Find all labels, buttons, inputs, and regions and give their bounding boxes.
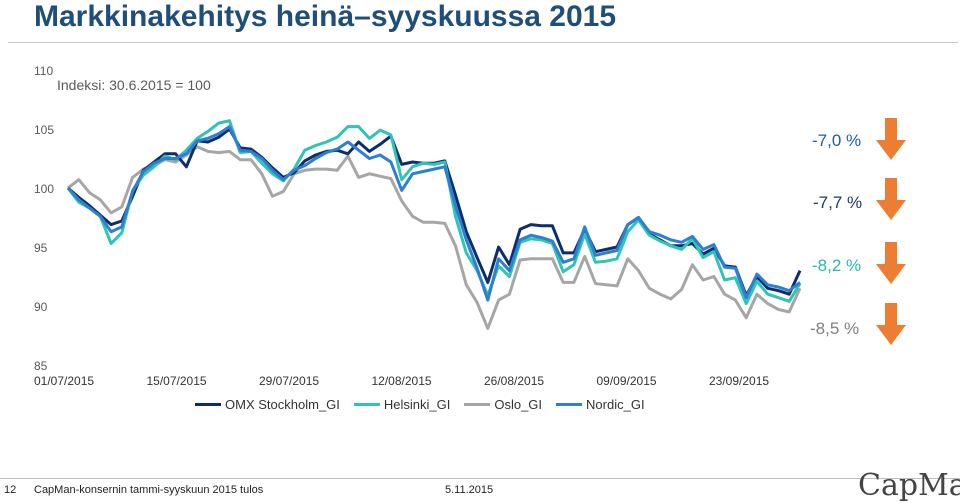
legend-item: Nordic_GI bbox=[556, 397, 645, 412]
legend-item: OMX Stockholm_GI bbox=[195, 397, 340, 412]
x-tick-label: 26/08/2015 bbox=[484, 374, 544, 388]
delta-nordic: -8,2 % bbox=[812, 256, 862, 275]
down-arrow-icon bbox=[876, 178, 906, 220]
y-tick-label: 100 bbox=[34, 182, 54, 196]
legend-swatch bbox=[464, 403, 491, 406]
delta-helsinki: -7,7 % bbox=[813, 193, 863, 212]
y-tick-label: 105 bbox=[34, 123, 54, 137]
y-tick-label: 110 bbox=[34, 64, 53, 78]
series-line-oslo-gi bbox=[67, 145, 802, 330]
x-tick-label: 12/08/2015 bbox=[372, 374, 432, 388]
title-divider bbox=[8, 42, 958, 43]
legend-label: Nordic_GI bbox=[586, 397, 645, 412]
legend-item: Helsinki_GI bbox=[353, 397, 451, 412]
down-arrow-icon bbox=[876, 303, 906, 345]
legend-label: Oslo_GI bbox=[494, 397, 543, 412]
delta-omx-stockholm: -7,0 % bbox=[812, 131, 862, 150]
footer-divider bbox=[0, 478, 960, 479]
footer-text: CapMan-konsernin tammi-syyskuun 2015 tul… bbox=[34, 484, 264, 496]
series-line-nordic-gi bbox=[66, 125, 801, 302]
page-title: Markkinakehitys heinä–syyskuussa 2015 bbox=[34, 0, 617, 33]
x-tick-label: 29/07/2015 bbox=[259, 374, 319, 388]
legend-item: Oslo_GI bbox=[464, 397, 542, 412]
x-tick-label: 01/07/2015 bbox=[34, 374, 94, 388]
footer-date: 5.11.2015 bbox=[445, 484, 494, 496]
x-tick-label: 23/09/2015 bbox=[709, 374, 769, 388]
y-tick-label: 90 bbox=[34, 300, 48, 314]
y-tick-label: 85 bbox=[34, 359, 48, 373]
series-line-helsinki-gi bbox=[66, 119, 802, 306]
legend-swatch bbox=[556, 403, 583, 406]
x-tick-label: 15/07/2015 bbox=[147, 374, 207, 388]
x-tick-label: 09/09/2015 bbox=[597, 374, 657, 388]
down-arrow-icon bbox=[876, 118, 906, 160]
index-note: Indeksi: 30.6.2015 = 100 bbox=[57, 77, 211, 93]
legend-label: OMX Stockholm_GI bbox=[225, 397, 340, 412]
chart-legend: OMX Stockholm_GI Helsinki_GI Oslo_GI Nor… bbox=[195, 397, 645, 412]
y-tick-label: 95 bbox=[34, 241, 48, 255]
legend-swatch bbox=[195, 403, 221, 406]
down-arrow-icon bbox=[876, 242, 906, 284]
delta-oslo: -8,5 % bbox=[810, 319, 860, 338]
legend-swatch bbox=[353, 403, 380, 406]
capman-logo: CapMan bbox=[858, 468, 960, 503]
legend-label: Helsinki_GI bbox=[383, 397, 451, 412]
page-number: 12 bbox=[4, 484, 17, 496]
